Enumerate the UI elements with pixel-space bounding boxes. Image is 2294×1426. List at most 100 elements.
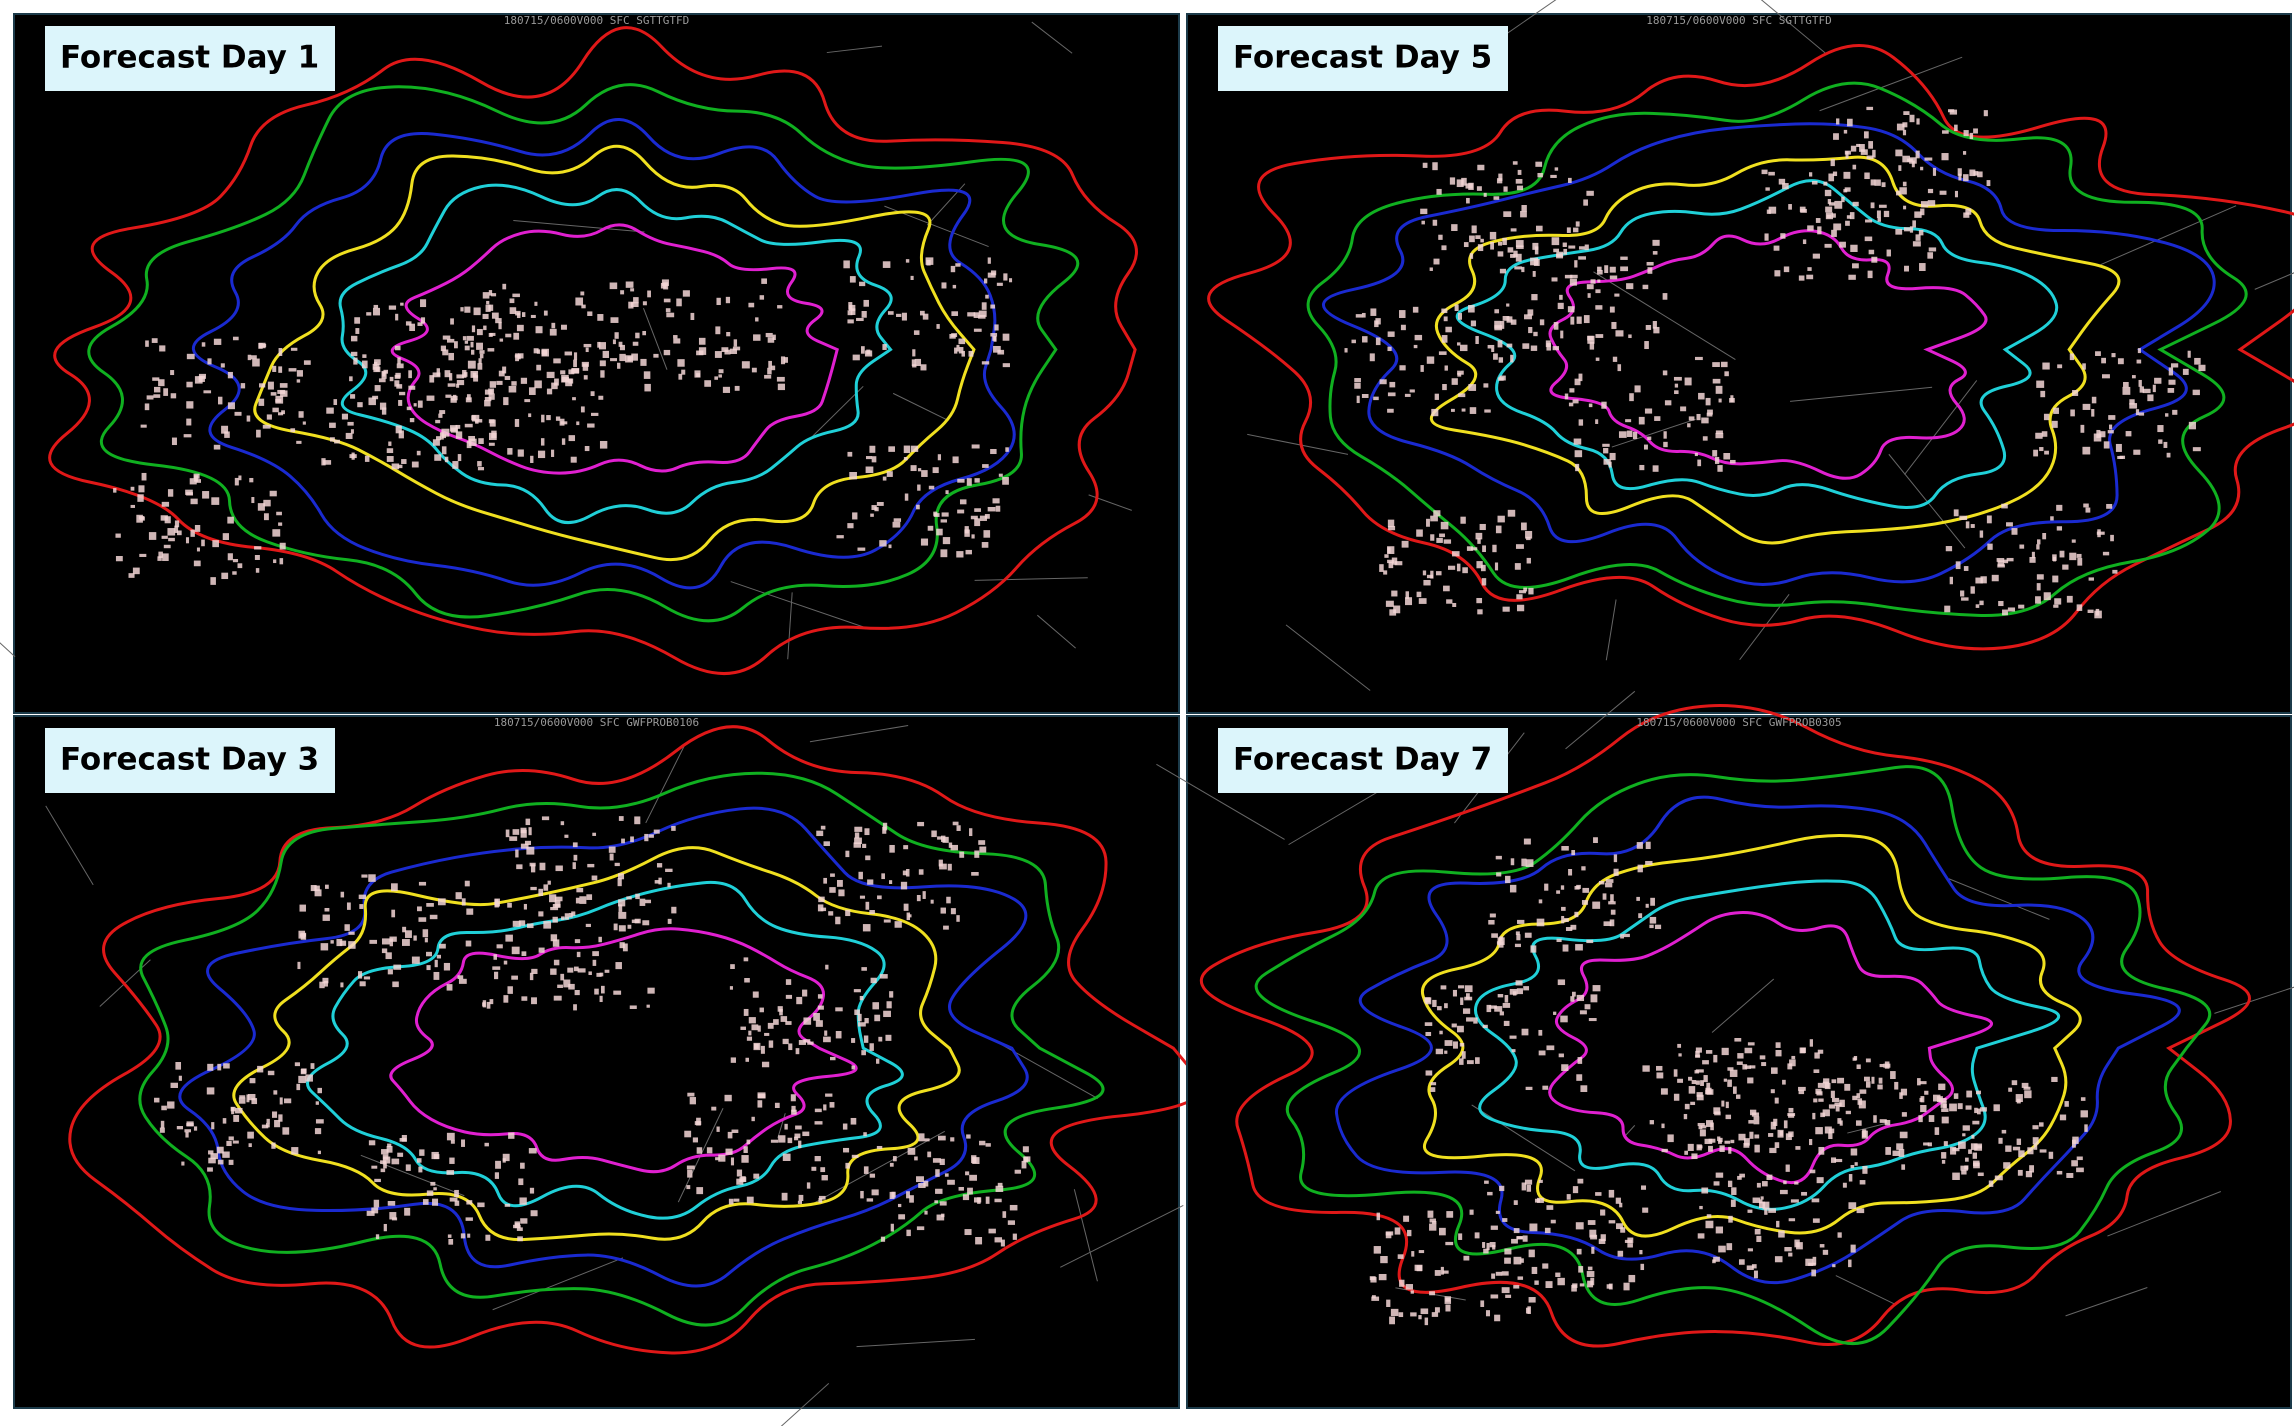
forecast-speckle	[1429, 1223, 1437, 1231]
forecast-speckle	[627, 924, 632, 929]
forecast-speckle	[1783, 266, 1790, 273]
forecast-speckle	[374, 359, 381, 365]
forecast-speckle	[743, 1008, 749, 1016]
forecast-speckle	[487, 348, 495, 352]
forecast-speckle	[347, 421, 354, 426]
forecast-speckle	[2109, 424, 2113, 430]
forecast-speckle	[761, 1061, 770, 1068]
forecast-speckle	[1912, 220, 1916, 228]
forecast-speckle	[477, 461, 482, 467]
forecast-speckle	[2154, 377, 2162, 384]
forecast-speckle	[965, 549, 972, 555]
forecast-speckle	[171, 437, 177, 446]
forecast-speckle	[1475, 532, 1483, 540]
forecast-speckle	[1845, 220, 1850, 226]
forecast-speckle	[1639, 1249, 1643, 1255]
forecast-speckle	[1874, 179, 1881, 186]
forecast-speckle	[1800, 208, 1807, 213]
forecast-speckle	[271, 1142, 276, 1149]
forecast-speckle	[965, 1171, 970, 1176]
state-border	[1060, 1204, 1184, 1268]
forecast-speckle	[392, 981, 399, 988]
forecast-speckle	[1787, 1113, 1796, 1117]
forecast-speckle	[838, 889, 845, 897]
forecast-speckle	[1485, 1310, 1491, 1317]
forecast-speckle	[1620, 934, 1624, 939]
forecast-speckle	[1819, 1244, 1825, 1248]
forecast-speckle	[946, 896, 951, 904]
forecast-speckle	[557, 984, 563, 988]
panel-background	[1188, 15, 2290, 712]
forecast-speckle	[372, 395, 379, 400]
forecast-speckle	[718, 1154, 726, 1162]
forecast-speckle	[835, 1007, 843, 1012]
forecast-speckle	[785, 979, 792, 985]
forecast-speckle	[1553, 1011, 1557, 1015]
forecast-speckle	[1618, 431, 1627, 438]
forecast-speckle	[362, 354, 367, 358]
forecast-speckle	[132, 567, 140, 575]
forecast-speckle	[2018, 1150, 2025, 1158]
forecast-speckle	[1489, 1242, 1496, 1248]
forecast-speckle	[1779, 1189, 1788, 1195]
forecast-speckle	[1502, 316, 1510, 321]
forecast-speckle	[847, 451, 853, 457]
forecast-speckle	[1983, 110, 1988, 117]
forecast-speckle	[1566, 227, 1571, 233]
probability-contour	[1548, 229, 1988, 480]
forecast-speckle	[585, 347, 589, 353]
forecast-speckle	[1824, 243, 1832, 248]
forecast-speckle	[889, 1162, 894, 1167]
forecast-speckle	[850, 1117, 857, 1125]
forecast-speckle	[325, 884, 329, 889]
forecast-speckle	[656, 863, 663, 868]
forecast-speckle	[1859, 144, 1865, 152]
forecast-speckle	[262, 424, 271, 429]
forecast-speckle	[1516, 604, 1525, 612]
forecast-speckle	[995, 1185, 1004, 1192]
forecast-speckle	[829, 1102, 835, 1108]
forecast-speckle	[1490, 1294, 1499, 1299]
forecast-speckle	[1465, 993, 1470, 1000]
forecast-speckle	[2138, 379, 2142, 387]
forecast-speckle	[357, 971, 363, 979]
forecast-speckle	[329, 422, 336, 428]
forecast-speckle	[598, 395, 604, 400]
forecast-speckle	[468, 438, 477, 446]
forecast-speckle	[517, 1236, 523, 1242]
forecast-speckle	[579, 896, 587, 904]
forecast-speckle	[898, 1214, 906, 1220]
forecast-speckle	[585, 923, 591, 928]
forecast-speckle	[1764, 1208, 1768, 1215]
forecast-speckle	[417, 400, 423, 408]
forecast-speckle	[1420, 365, 1424, 372]
forecast-speckle	[1856, 1208, 1865, 1214]
forecast-speckle	[620, 290, 625, 295]
forecast-speckle	[564, 351, 573, 356]
forecast-speckle	[644, 383, 651, 392]
forecast-speckle	[1609, 306, 1615, 313]
forecast-speckle	[782, 1038, 789, 1045]
forecast-speckle	[1854, 1162, 1858, 1166]
forecast-speckle	[386, 1146, 393, 1153]
state-border	[513, 220, 645, 233]
forecast-speckle	[269, 490, 277, 497]
forecast-speckle	[140, 424, 147, 428]
forecast-speckle	[450, 318, 454, 325]
forecast-speckle	[806, 1182, 811, 1189]
forecast-speckle	[1515, 240, 1524, 248]
forecast-speckle	[883, 1010, 891, 1018]
forecast-speckle	[1583, 199, 1588, 206]
forecast-speckle	[1958, 173, 1962, 181]
forecast-speckle	[1746, 1265, 1754, 1270]
forecast-speckle	[462, 369, 467, 378]
forecast-speckle	[2131, 375, 2136, 379]
forecast-speckle	[1521, 858, 1527, 867]
forecast-speckle	[1429, 1291, 1435, 1296]
forecast-speckle	[2039, 1149, 2047, 1153]
forecast-speckle	[1602, 443, 1610, 447]
forecast-speckle	[553, 358, 561, 364]
forecast-speckle	[942, 537, 951, 545]
forecast-speckle	[1824, 1126, 1832, 1134]
